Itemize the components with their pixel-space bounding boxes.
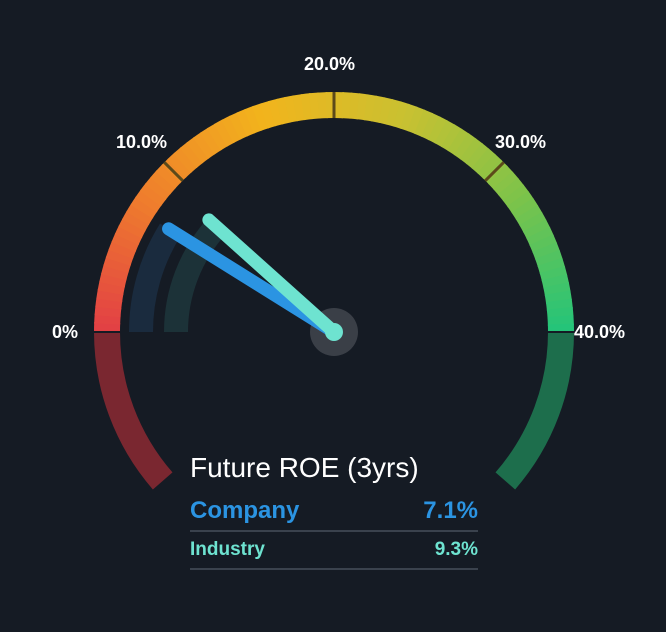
needles — [162, 213, 358, 356]
gauge-arc — [94, 92, 574, 490]
arc-lower-right — [495, 331, 574, 490]
tick-label: 0% — [52, 322, 79, 342]
gauge-ticks — [94, 92, 574, 333]
tick-mark — [163, 161, 184, 182]
industry-label: Industry — [190, 539, 265, 560]
legend-row-company: Company 7.1% — [190, 492, 478, 532]
tick-label: 10.0% — [116, 132, 168, 152]
tick-label: 30.0% — [495, 132, 547, 152]
tick-mark — [484, 161, 505, 182]
tick-label: 40.0% — [574, 322, 626, 342]
arc-lower-left — [94, 331, 173, 490]
industry-value: 9.3% — [434, 539, 478, 560]
track-industry — [164, 218, 226, 333]
company-label: Company — [190, 497, 300, 524]
legend: Future ROE (3yrs) Company 7.1% Industry … — [190, 452, 478, 570]
company-value: 7.1% — [423, 497, 478, 524]
legend-row-industry: Industry 9.3% — [190, 532, 478, 570]
tick-label: 20.0% — [304, 54, 356, 74]
value-tracks — [129, 218, 226, 333]
needle-center — [325, 323, 343, 341]
chart-title: Future ROE (3yrs) — [190, 452, 419, 483]
needle-industry — [202, 213, 341, 339]
track-company — [129, 223, 181, 333]
